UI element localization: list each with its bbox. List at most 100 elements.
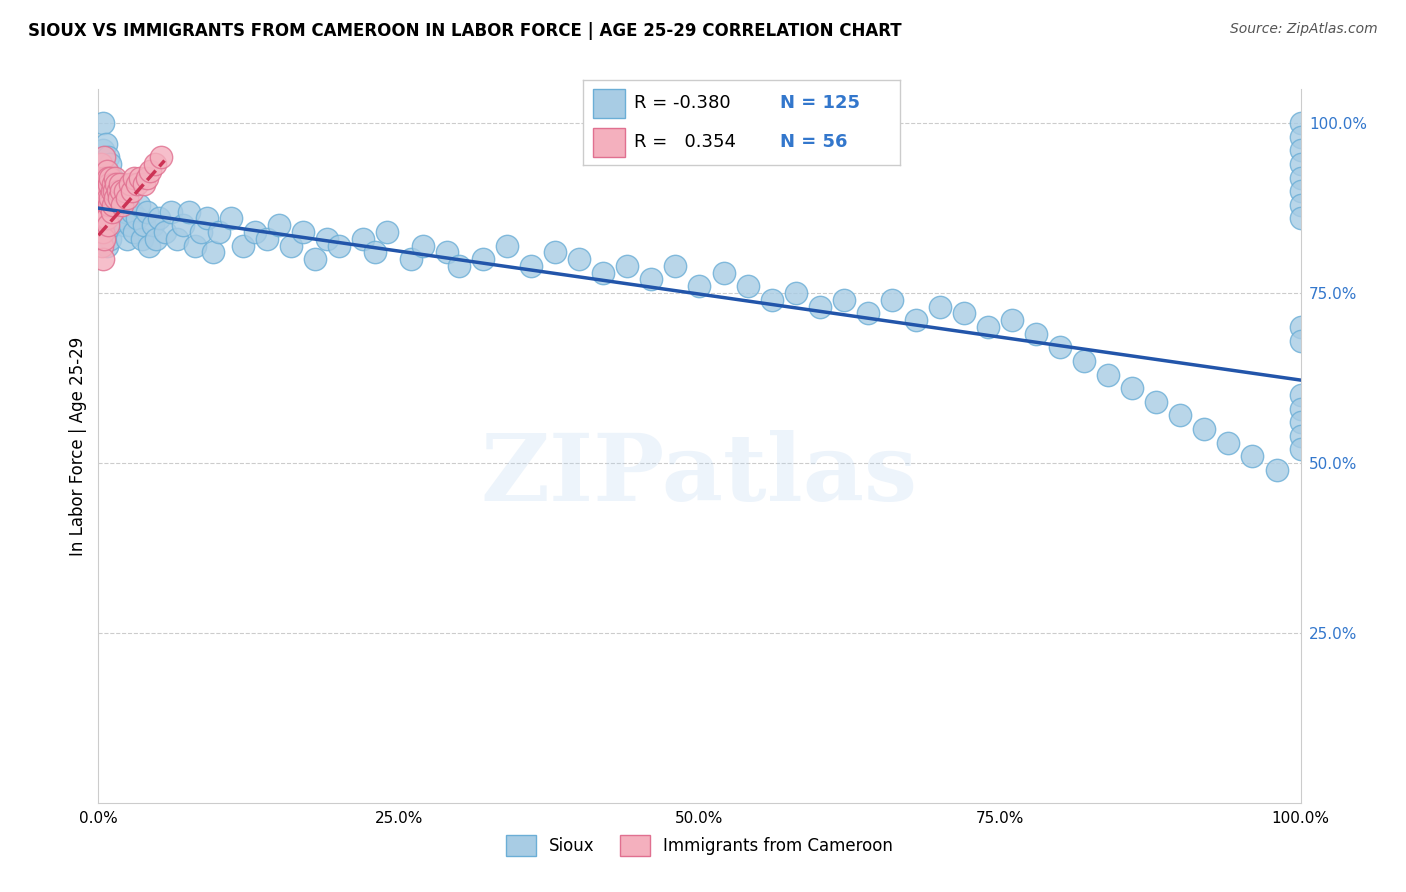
Point (121, 184, 143, 198)
Point (90, 198, 112, 212)
Point (280, 238, 302, 252)
Point (291, 225, 314, 239)
Point (93, 211, 115, 226)
Point (447, 259, 470, 273)
Point (103, 184, 125, 198)
Point (91, 144, 114, 158)
Point (98, 198, 121, 212)
Point (91, 184, 114, 198)
Point (90, 218, 112, 232)
Point (1289, 129, 1312, 144)
Point (183, 238, 205, 252)
Point (1289, 388, 1312, 402)
Point (114, 198, 136, 212)
Point (1144, 394, 1167, 409)
Point (201, 245, 224, 260)
Point (108, 211, 131, 226)
Point (112, 218, 135, 232)
Point (91, 198, 114, 212)
Point (141, 218, 163, 232)
Point (808, 300, 831, 314)
Point (832, 293, 855, 307)
Point (1194, 422, 1216, 436)
Point (114, 184, 136, 198)
Legend: Sioux, Immigrants from Cameroon: Sioux, Immigrants from Cameroon (499, 829, 900, 863)
Point (97, 150, 120, 164)
Point (101, 198, 124, 212)
Point (135, 204, 157, 219)
Point (100, 204, 122, 219)
Point (115, 204, 138, 219)
Point (93, 150, 115, 164)
Point (616, 259, 638, 273)
Point (145, 232, 167, 246)
Point (94, 198, 117, 212)
Point (104, 211, 127, 226)
Point (104, 191, 127, 205)
Point (135, 170, 157, 185)
Point (375, 225, 398, 239)
Point (94, 191, 117, 205)
Point (1289, 116, 1312, 130)
Point (91, 204, 114, 219)
Point (928, 300, 950, 314)
Point (232, 238, 254, 252)
Point (977, 320, 1000, 334)
Point (1289, 442, 1312, 457)
Point (101, 218, 124, 232)
Point (98, 178, 121, 192)
Point (107, 184, 129, 198)
Point (91, 218, 114, 232)
Point (1289, 320, 1312, 334)
Point (496, 238, 519, 252)
Point (143, 157, 166, 171)
Point (129, 170, 152, 185)
Point (1073, 354, 1095, 368)
Point (139, 163, 162, 178)
Point (93, 170, 115, 185)
Point (100, 170, 122, 185)
Point (117, 191, 139, 205)
Point (208, 225, 231, 239)
Point (98, 178, 121, 192)
Point (256, 232, 278, 246)
Point (100, 191, 122, 205)
Point (904, 313, 927, 327)
Point (105, 178, 128, 192)
Point (1289, 211, 1312, 226)
Point (328, 238, 350, 252)
Point (93, 232, 115, 246)
Point (97, 191, 120, 205)
Point (1265, 463, 1288, 477)
Point (93, 218, 115, 232)
Point (352, 232, 374, 246)
Point (125, 211, 148, 226)
Point (104, 170, 127, 185)
Point (304, 252, 326, 266)
Point (1289, 184, 1312, 198)
Bar (593, 89, 624, 118)
Point (640, 272, 662, 286)
Text: SIOUX VS IMMIGRANTS FROM CAMEROON IN LABOR FORCE | AGE 25-29 CORRELATION CHART: SIOUX VS IMMIGRANTS FROM CAMEROON IN LAB… (28, 22, 901, 40)
Point (96, 238, 118, 252)
Point (132, 218, 155, 232)
Point (101, 184, 124, 198)
Point (1289, 401, 1312, 416)
Point (153, 225, 176, 239)
Point (568, 252, 591, 266)
Point (1097, 368, 1119, 382)
Text: N = 56: N = 56 (779, 133, 848, 151)
Point (103, 198, 125, 212)
Point (97, 170, 120, 185)
Point (124, 225, 146, 239)
Point (110, 184, 132, 198)
Point (100, 170, 122, 185)
Point (100, 204, 122, 219)
Point (149, 150, 172, 164)
Point (125, 178, 148, 192)
Point (108, 178, 131, 192)
Point (118, 218, 141, 232)
Point (159, 204, 181, 219)
Y-axis label: In Labor Force | Age 25-29: In Labor Force | Age 25-29 (69, 336, 87, 556)
Point (94, 136, 117, 151)
